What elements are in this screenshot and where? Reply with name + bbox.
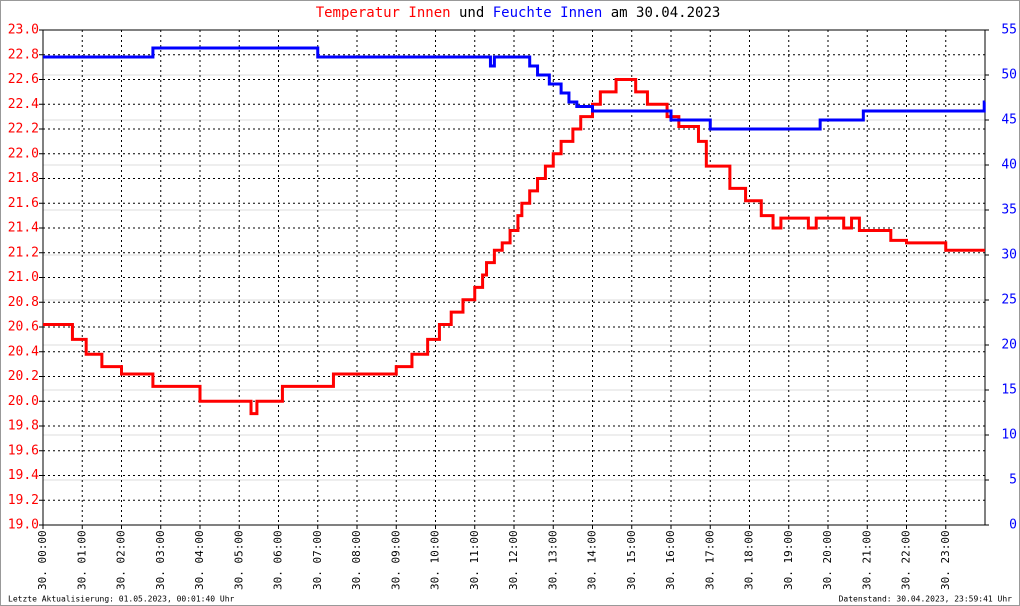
chart-title: Temperatur Innen und Feuchte Innen am 30… bbox=[316, 5, 721, 21]
y-tick-label: 19.0 bbox=[8, 518, 39, 533]
y-tick-label: 20.0 bbox=[8, 394, 39, 409]
y-tick-label: 21.8 bbox=[8, 171, 39, 186]
y-tick-label: 21.6 bbox=[8, 196, 39, 211]
y2-tick-label: 30 bbox=[1001, 248, 1017, 263]
x-tick-label: 30. 13:00 bbox=[546, 530, 559, 590]
x-tick-label: 30. 10:00 bbox=[429, 530, 442, 590]
x-tick-label: 30. 21:00 bbox=[860, 530, 873, 590]
x-tick-label: 30. 00:00 bbox=[36, 530, 49, 590]
footer-left: Letzte Aktualisierung: 01.05.2023, 00:01… bbox=[8, 595, 235, 604]
x-tick-label: 30. 23:00 bbox=[939, 530, 952, 590]
y2-tick-label: 0 bbox=[1009, 518, 1017, 533]
y2-tick-label: 55 bbox=[1001, 23, 1017, 38]
x-tick-label: 30. 12:00 bbox=[507, 530, 520, 590]
y2-tick-label: 20 bbox=[1001, 338, 1017, 353]
x-tick-label: 30. 06:00 bbox=[272, 530, 285, 590]
x-tick-label: 30. 22:00 bbox=[900, 530, 913, 590]
x-tick-label: 30. 08:00 bbox=[350, 530, 363, 590]
y-tick-label: 20.4 bbox=[8, 344, 39, 359]
y-tick-label: 22.6 bbox=[8, 72, 39, 87]
x-tick-label: 30. 01:00 bbox=[75, 530, 88, 590]
y2-tick-label: 10 bbox=[1001, 428, 1017, 443]
x-tick-label: 30. 03:00 bbox=[154, 530, 167, 590]
x-tick-label: 30. 04:00 bbox=[193, 530, 206, 590]
y-tick-label: 19.4 bbox=[8, 468, 39, 483]
y-tick-label: 23.0 bbox=[8, 23, 39, 38]
x-tick-label: 30. 16:00 bbox=[664, 530, 677, 590]
x-tick-label: 30. 02:00 bbox=[115, 530, 128, 590]
y2-tick-label: 5 bbox=[1009, 473, 1017, 488]
x-tick-label: 30. 15:00 bbox=[625, 530, 638, 590]
y-tick-label: 22.0 bbox=[8, 146, 39, 161]
y2-tick-label: 50 bbox=[1001, 68, 1017, 83]
x-tick-label: 30. 18:00 bbox=[743, 530, 756, 590]
y-tick-label: 19.6 bbox=[8, 443, 39, 458]
title-part: und bbox=[459, 5, 484, 21]
y-tick-label: 19.8 bbox=[8, 419, 39, 434]
x-tick-label: 30. 11:00 bbox=[468, 530, 481, 590]
y-tick-label: 21.2 bbox=[8, 245, 39, 260]
x-tick-label: 30. 09:00 bbox=[389, 530, 402, 590]
x-tick-label: 30. 19:00 bbox=[782, 530, 795, 590]
title-part: am 30.04.2023 bbox=[611, 5, 721, 21]
x-tick-label: 30. 05:00 bbox=[232, 530, 245, 590]
y2-tick-label: 40 bbox=[1001, 158, 1017, 173]
legend-entry: Feuchte Innen bbox=[493, 5, 603, 21]
y-tick-label: 22.2 bbox=[8, 122, 39, 137]
x-tick-label: 30. 14:00 bbox=[586, 530, 599, 590]
x-tick-label: 30. 20:00 bbox=[821, 530, 834, 590]
data-line bbox=[43, 78, 985, 416]
data-line bbox=[43, 46, 986, 131]
y-tick-label: 21.4 bbox=[8, 221, 39, 236]
y-tick-label: 20.6 bbox=[8, 320, 39, 335]
y2-tick-label: 45 bbox=[1001, 113, 1017, 128]
footer-right: Datenstand: 30.04.2023, 23:59:41 Uhr bbox=[839, 595, 1013, 604]
y-tick-label: 19.2 bbox=[8, 493, 39, 508]
x-tick-label: 30. 07:00 bbox=[311, 530, 324, 590]
y2-tick-label: 15 bbox=[1001, 383, 1017, 398]
y-tick-label: 21.0 bbox=[8, 270, 39, 285]
plot-area bbox=[42, 29, 986, 526]
x-tick-label: 30. 17:00 bbox=[703, 530, 716, 590]
y-tick-label: 22.4 bbox=[8, 97, 39, 112]
y-tick-label: 20.2 bbox=[8, 369, 39, 384]
y-tick-label: 20.8 bbox=[8, 295, 39, 310]
y-tick-label: 22.8 bbox=[8, 47, 39, 62]
y2-tick-label: 35 bbox=[1001, 203, 1017, 218]
y2-tick-label: 25 bbox=[1001, 293, 1017, 308]
legend-entry: Temperatur Innen bbox=[316, 5, 451, 21]
